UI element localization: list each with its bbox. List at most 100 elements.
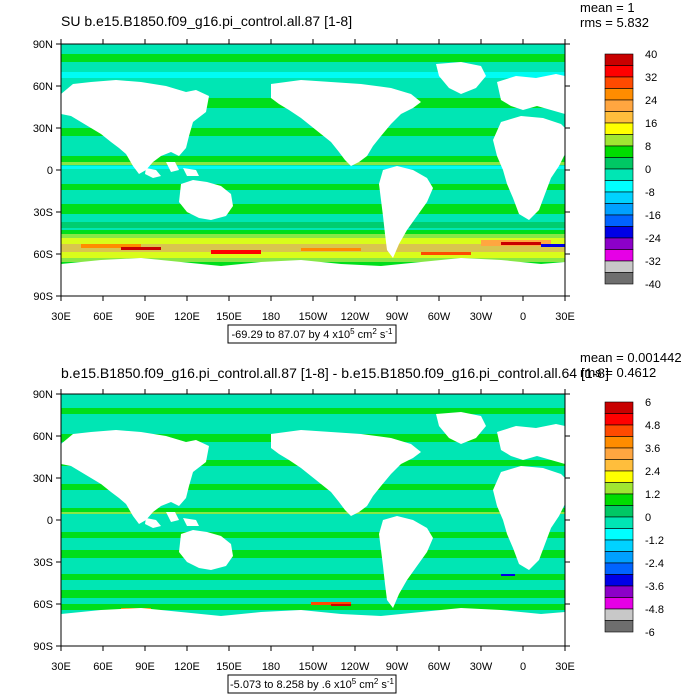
- colorbar-label: -6: [645, 627, 655, 639]
- lon-tick-label: 150W: [299, 311, 328, 323]
- colorbar-swatch: [604, 168, 634, 181]
- colorbar-label: 0: [645, 512, 651, 524]
- lon-tick-label: 60E: [93, 311, 113, 323]
- colorbar-swatch: [604, 574, 634, 587]
- colorbar-swatch: [604, 111, 634, 124]
- colorbar-swatch: [604, 516, 634, 529]
- colorbar-label: -16: [645, 210, 661, 222]
- colorbar-swatch: [604, 272, 634, 285]
- colorbar-label: 1.2: [645, 489, 660, 501]
- colorbar-swatch: [604, 424, 634, 437]
- lat-tick-label: 60N: [33, 431, 53, 443]
- range-label: -69.29 to 87.07 by 4 x105 cm2 s-1: [227, 324, 397, 344]
- colorbar-swatch: [604, 436, 634, 449]
- lat-tick-label: 60S: [33, 599, 53, 611]
- colorbar-swatch: [604, 203, 634, 216]
- colorbar-swatch: [604, 447, 634, 460]
- colorbar-label: -3.6: [645, 581, 664, 593]
- lat-tick-label: 90N: [33, 39, 53, 51]
- lat-tick-label: 90N: [33, 389, 53, 401]
- lon-tick-label: 90E: [135, 661, 155, 673]
- lat-tick-label: 60S: [33, 249, 53, 261]
- colorbar: 40 32 24 16 8 0 -8 -16 -24 -32 -40: [604, 49, 661, 291]
- colorbar-swatch: [604, 493, 634, 506]
- colorbar-label: 6: [645, 397, 651, 409]
- lat-tick-label: 0: [47, 165, 53, 177]
- lon-tick-label: 30W: [470, 661, 493, 673]
- colorbar-label: 4.8: [645, 420, 660, 432]
- colorbar-swatch: [604, 470, 634, 483]
- map-area: 90N 60N 30N 0 30S 60S 90S 30E 60E 90E 120E 150E 180 1…: [33, 389, 575, 673]
- colorbar-label: 16: [645, 118, 657, 130]
- colorbar-swatch: [604, 260, 634, 273]
- colorbar-label: -24: [645, 233, 661, 245]
- colorbar-swatch: [604, 65, 634, 78]
- colorbar-swatch: [604, 597, 634, 610]
- lon-tick-label: 30E: [51, 311, 71, 323]
- lon-tick-label: 0: [520, 311, 526, 323]
- colorbar-swatch: [604, 88, 634, 101]
- colorbar-swatch: [604, 585, 634, 598]
- lon-tick-label: 30E: [555, 311, 575, 323]
- lon-tick-label: 90E: [135, 311, 155, 323]
- colorbar-label: -32: [645, 256, 661, 268]
- colorbar-swatch: [604, 562, 634, 575]
- lat-tick-label: 30N: [33, 123, 53, 135]
- colorbar-swatch: [604, 413, 634, 426]
- map-area: 90N 60N 30N 0 30S 60S 90S 30E 60E 90E 120E 150E 180 1…: [33, 39, 575, 323]
- colorbar-label: -2.4: [645, 558, 664, 570]
- colorbar-label: -1.2: [645, 535, 664, 547]
- range-label: -5.073 to 8.258 by .6 x105 cm2 s-1: [227, 674, 397, 694]
- panel-top: SU b.e15.B1850.f09_g16.pi_control.all.87…: [33, 0, 661, 344]
- colorbar-swatch: [604, 237, 634, 250]
- rms-stat: rms = 0.4612: [580, 365, 656, 380]
- lon-tick-label: 120W: [341, 311, 370, 323]
- lon-tick-label: 150E: [216, 661, 242, 673]
- colorbar-swatch: [604, 249, 634, 262]
- lat-tick-label: 30S: [33, 207, 53, 219]
- lon-tick-label: 90W: [386, 311, 409, 323]
- colorbar-label: -40: [645, 279, 661, 291]
- colorbar-label: 40: [645, 49, 657, 61]
- lon-tick-label: 60E: [93, 661, 113, 673]
- colorbar-label: 3.6: [645, 443, 660, 455]
- lat-tick-label: 90S: [33, 641, 53, 653]
- colorbar-swatch: [604, 180, 634, 193]
- colorbar-swatch: [604, 191, 634, 204]
- lat-tick-label: 30S: [33, 557, 53, 569]
- colorbar: 6 4.8 3.6 2.4 1.2 0 -1.2 -2.4 -3.6 -4.8 -6: [604, 397, 664, 639]
- colorbar-label: 8: [645, 141, 651, 153]
- lon-tick-label: 180: [262, 661, 280, 673]
- colorbar-swatch: [604, 214, 634, 227]
- svg-text:-5.073 to 8.258 by .6 x105 cm2: -5.073 to 8.258 by .6 x105 cm2 s-1: [230, 677, 395, 691]
- colorbar-swatch: [604, 145, 634, 158]
- lon-tick-label: 150W: [299, 661, 328, 673]
- colorbar-swatch: [604, 528, 634, 541]
- colorbar-swatch: [604, 53, 634, 66]
- mean-stat: mean = 1: [580, 0, 635, 15]
- lon-tick-label: 120E: [174, 311, 200, 323]
- lon-tick-label: 120W: [341, 661, 370, 673]
- colorbar-swatch: [604, 551, 634, 564]
- panel-title: SU b.e15.B1850.f09_g16.pi_control.all.87…: [61, 13, 352, 29]
- lon-tick-label: 120E: [174, 661, 200, 673]
- colorbar-label: 2.4: [645, 466, 660, 478]
- rms-stat: rms = 5.832: [580, 15, 649, 30]
- colorbar-swatch: [604, 99, 634, 112]
- lon-tick-label: 90W: [386, 661, 409, 673]
- colorbar-swatch: [604, 620, 634, 633]
- colorbar-swatch: [604, 226, 634, 239]
- colorbar-swatch: [604, 122, 634, 135]
- lat-tick-label: 30N: [33, 473, 53, 485]
- panel-bottom: b.e15.B1850.f09_g16.pi_control.all.87 [1…: [33, 350, 682, 694]
- lat-tick-label: 60N: [33, 81, 53, 93]
- colorbar-swatch: [604, 76, 634, 89]
- lat-tick-label: 90S: [33, 291, 53, 303]
- lon-tick-label: 150E: [216, 311, 242, 323]
- lon-tick-label: 30E: [555, 661, 575, 673]
- colorbar-label: -4.8: [645, 604, 664, 616]
- lat-tick-label: 0: [47, 515, 53, 527]
- colorbar-swatch: [604, 134, 634, 147]
- lon-tick-label: 30E: [51, 661, 71, 673]
